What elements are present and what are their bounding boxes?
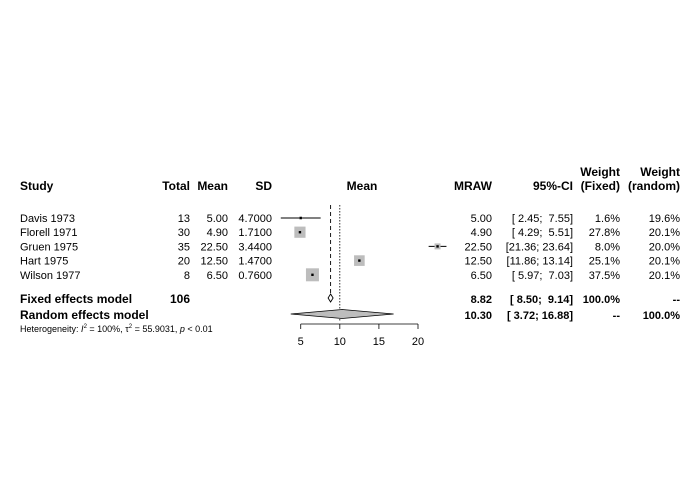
random-weight-fixed: -- (613, 310, 621, 322)
study-mean: 6.50 (207, 270, 228, 282)
study-weight-random: 19.6% (649, 213, 680, 225)
tau-symbol: τ (125, 324, 129, 334)
header-ci: 95%-CI (533, 179, 573, 193)
study-sd: 1.7100 (238, 227, 272, 239)
study-total: 8 (184, 270, 190, 282)
header-total: Total (162, 179, 190, 193)
tau-sup: 2 (129, 324, 133, 330)
header-weight-random-1: Weight (640, 165, 680, 179)
axis-tick-label: 15 (373, 336, 385, 348)
study-name: Florell 1971 (20, 227, 77, 239)
point-estimate (298, 231, 302, 234)
i2-symbol: I (81, 324, 84, 334)
i2-value: = 100%, (87, 324, 125, 334)
study-ci: [ 5.97; 7.03] (512, 270, 573, 282)
study-weight-random: 20.1% (649, 270, 680, 282)
fixed-diamond (327, 293, 334, 303)
study-mraw: 5.00 (471, 213, 492, 225)
study-total: 30 (178, 227, 190, 239)
study-total: 13 (178, 213, 190, 225)
study-sd: 4.7000 (238, 213, 272, 225)
random-diamond (290, 309, 394, 319)
study-name: Gruen 1975 (20, 241, 78, 253)
fixed-weight-fixed: 100.0% (583, 294, 621, 306)
point-estimate (436, 245, 439, 248)
study-sd: 3.4400 (238, 241, 272, 253)
point-estimate (311, 273, 314, 276)
axis-tick-label: 20 (412, 336, 424, 348)
study-mean: 5.00 (207, 213, 228, 225)
header-sd: SD (255, 179, 272, 193)
study-weight-random: 20.0% (649, 241, 680, 253)
tau-value: = 55.9031, (132, 324, 180, 334)
study-weight-random: 20.1% (649, 227, 680, 239)
random-mraw: 10.30 (464, 310, 492, 322)
plot-marks (280, 205, 447, 322)
fixed-label: Fixed effects model (20, 292, 132, 306)
random-weight-random: 100.0% (643, 310, 681, 322)
axis-tick-label: 10 (334, 336, 346, 348)
point-estimate (299, 216, 302, 220)
study-name: Wilson 1977 (20, 270, 81, 282)
header-mean: Mean (197, 179, 228, 193)
study-weight-fixed: 27.8% (589, 227, 620, 239)
x-axis: 5 10 15 20 (298, 323, 424, 348)
heterogeneity-text: Heterogeneity: I2 = 100%, τ2 = 55.9031, … (20, 324, 213, 334)
study-weight-fixed: 8.0% (595, 241, 620, 253)
study-weight-random: 20.1% (649, 256, 680, 268)
study-weight-fixed: 37.5% (589, 270, 620, 282)
study-name: Hart 1975 (20, 256, 68, 268)
fixed-mraw: 8.82 (471, 294, 492, 306)
header-plot-mean: Mean (347, 179, 378, 193)
study-mraw: 4.90 (471, 227, 492, 239)
study-ci: [21.36; 23.64] (506, 241, 573, 253)
study-rows: Davis 1973 13 5.00 4.7000 5.00 [ 2.45; 7.55] 1… (20, 213, 680, 282)
point-estimate (358, 259, 361, 262)
study-weight-fixed: 1.6% (595, 213, 620, 225)
header-mraw: MRAW (454, 179, 493, 193)
study-mean: 12.50 (200, 256, 228, 268)
study-mean: 4.90 (207, 227, 228, 239)
fixed-total: 106 (170, 292, 190, 306)
heterogeneity-prefix: Heterogeneity: (20, 324, 81, 334)
header-weight-random-2: (random) (628, 179, 680, 193)
study-sd: 0.7600 (238, 270, 272, 282)
axis-tick-label: 5 (298, 336, 304, 348)
study-total: 20 (178, 256, 190, 268)
header-weight-fixed-1: Weight (580, 165, 620, 179)
header-weight-fixed-2: (Fixed) (581, 179, 620, 193)
study-mraw: 22.50 (464, 241, 492, 253)
random-ci: [ 3.72; 16.88] (507, 310, 573, 322)
header-study: Study (20, 179, 54, 193)
fixed-ci: [ 8.50; 9.14] (510, 294, 573, 306)
study-weight-fixed: 25.1% (589, 256, 620, 268)
study-mraw: 6.50 (471, 270, 492, 282)
study-total: 35 (178, 241, 190, 253)
fixed-weight-random: -- (673, 294, 681, 306)
p-symbol: p (179, 324, 185, 334)
i2-sup: 2 (84, 324, 88, 330)
p-value: < 0.01 (185, 324, 213, 334)
random-label: Random effects model (20, 308, 149, 322)
study-ci: [ 4.29; 5.51] (512, 227, 573, 239)
study-ci: [11.86; 13.14] (507, 256, 573, 268)
study-ci: [ 2.45; 7.55] (512, 213, 573, 225)
study-mean: 22.50 (200, 241, 228, 253)
study-name: Davis 1973 (20, 213, 75, 225)
study-mraw: 12.50 (464, 256, 492, 268)
study-sd: 1.4700 (238, 256, 272, 268)
